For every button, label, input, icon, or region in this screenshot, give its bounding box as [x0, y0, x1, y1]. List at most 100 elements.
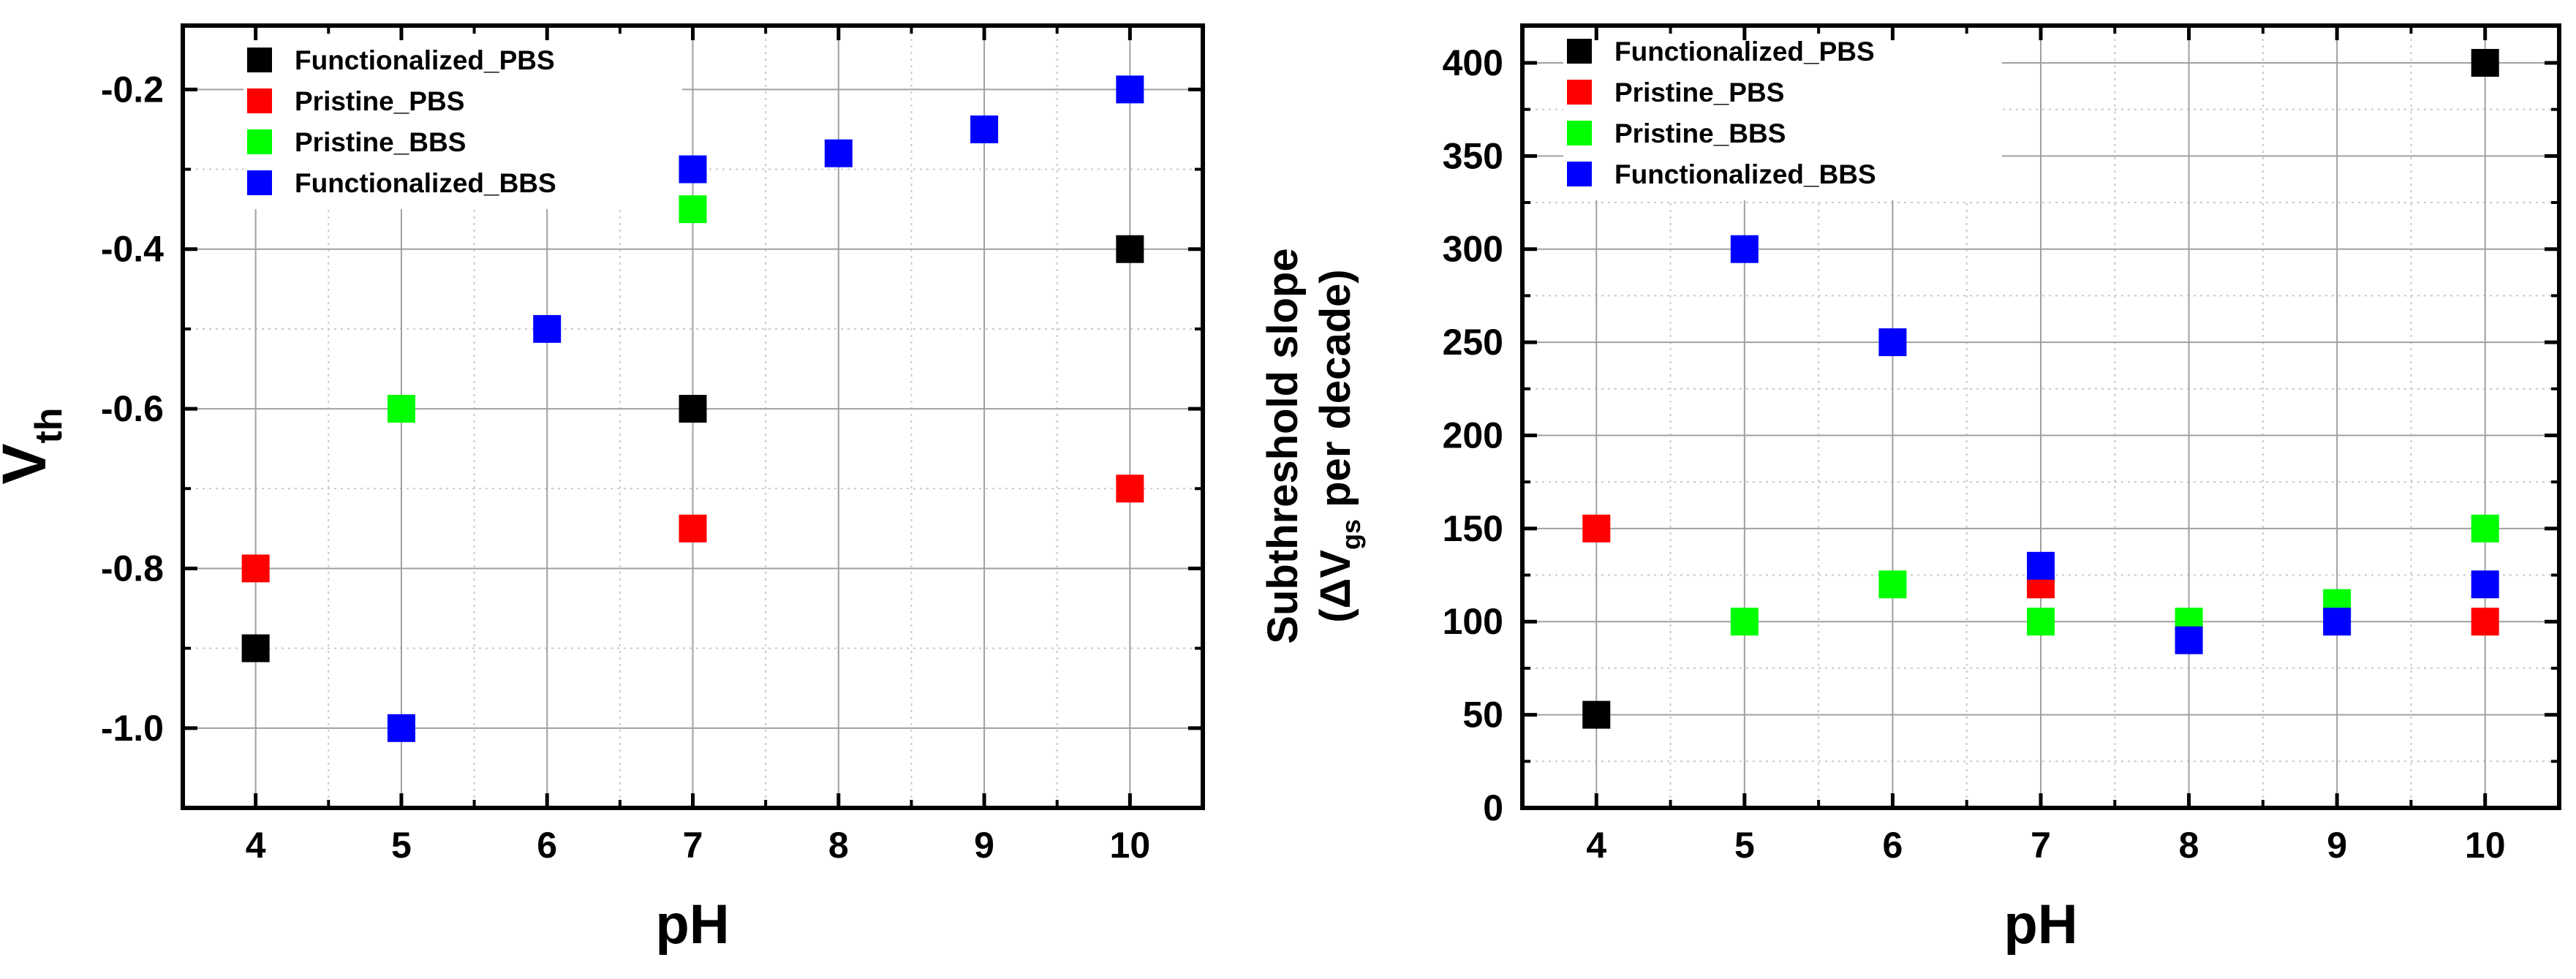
- y-tick-label: -0.8: [101, 548, 164, 589]
- y-axis-label: Vth: [0, 407, 70, 484]
- y-axis-label-line2-suffix: per decade): [1312, 269, 1359, 519]
- y-tick-label: 200: [1443, 415, 1503, 456]
- legend-marker-functionalized-bbs: [1567, 162, 1592, 186]
- data-point-functionalized-bbs: [533, 314, 562, 343]
- data-point-functionalized-bbs: [1116, 75, 1144, 104]
- x-tick-label: 6: [537, 825, 557, 866]
- y-tick-label: 350: [1443, 135, 1503, 176]
- data-point-functionalized-bbs: [2471, 570, 2499, 599]
- x-tick-label: 6: [1883, 825, 1903, 866]
- x-tick-label: 9: [974, 825, 994, 866]
- series-pristine-pbs: [241, 475, 1144, 583]
- legend-label-functionalized-pbs: Functionalized_PBS: [295, 45, 555, 75]
- legend-label-functionalized-bbs: Functionalized_BBS: [1614, 159, 1876, 189]
- data-point-pristine-bbs: [387, 395, 415, 423]
- legend-label-pristine-bbs: Pristine_BBS: [295, 127, 466, 157]
- series-pristine-pbs: [1582, 514, 2499, 636]
- legend-marker-functionalized-bbs: [247, 170, 272, 195]
- y-axis-ticks: 0 50 100 150 200 250 300 350 400: [1443, 42, 2559, 828]
- x-tick-label: 8: [828, 825, 849, 866]
- data-point-pristine-pbs: [1116, 475, 1144, 503]
- x-axis-ticks: 4 5 6 7 8 9 10: [1586, 26, 2506, 866]
- y-tick-label: 400: [1443, 42, 1503, 83]
- x-axis-ticks: 4 5 6 7 8 9 10: [246, 26, 1150, 866]
- legend-label-functionalized-bbs: Functionalized_BBS: [295, 168, 556, 198]
- data-point-functionalized-bbs: [2027, 551, 2055, 580]
- x-tick-label: 10: [1110, 825, 1151, 866]
- y-axis-label-main: V: [0, 444, 58, 485]
- x-tick-label: 7: [683, 825, 703, 866]
- y-tick-label: 250: [1443, 322, 1503, 363]
- data-point-functionalized-bbs: [1730, 235, 1759, 263]
- y-axis-label-subscript: th: [28, 407, 70, 443]
- data-point-functionalized-pbs: [679, 395, 707, 423]
- y-tick-label: -0.4: [101, 229, 164, 270]
- x-tick-label: 4: [1586, 825, 1606, 866]
- legend-label-pristine-pbs: Pristine_PBS: [1614, 78, 1784, 107]
- y-axis-label-line2-prefix: (ΔV: [1312, 550, 1359, 623]
- data-point-pristine-bbs: [679, 195, 707, 224]
- y-tick-label: 300: [1443, 229, 1503, 270]
- data-point-functionalized-bbs: [1878, 328, 1907, 357]
- data-point-pristine-bbs: [1730, 608, 1759, 636]
- data-point-pristine-pbs: [1582, 514, 1611, 543]
- data-point-functionalized-bbs: [970, 115, 999, 143]
- y-axis-label-line1: Subthreshold slope: [1259, 248, 1307, 643]
- data-point-functionalized-pbs: [241, 634, 270, 662]
- series-functionalized-bbs: [1730, 235, 2499, 654]
- legend-marker-pristine-pbs: [247, 88, 272, 113]
- data-point-functionalized-pbs: [1116, 235, 1144, 263]
- legend-label-pristine-bbs: Pristine_BBS: [1614, 118, 1786, 148]
- y-tick-label: 50: [1462, 695, 1503, 736]
- y-tick-label: -0.2: [101, 69, 164, 110]
- y-axis-label: Subthreshold slope (ΔVgs per decade): [1259, 248, 1366, 643]
- data-point-pristine-bbs: [2027, 608, 2055, 636]
- data-point-pristine-pbs: [679, 514, 707, 543]
- legend-label-pristine-pbs: Pristine_PBS: [295, 86, 464, 116]
- x-tick-label: 5: [1734, 825, 1755, 866]
- legend-background: [1563, 26, 2002, 200]
- series-functionalized-bbs: [387, 75, 1144, 742]
- x-tick-label: 4: [246, 825, 266, 866]
- y-axis-label-line2-subscript: gs: [1336, 519, 1366, 550]
- chart-subthreshold-slope-vs-ph: Functionalized_PBS Pristine_PBS Pristine_B…: [1259, 23, 2561, 956]
- legend-marker-pristine-pbs: [1567, 80, 1592, 105]
- x-tick-label: 7: [2031, 825, 2051, 866]
- data-point-functionalized-pbs: [1582, 700, 1611, 729]
- y-tick-label: 100: [1443, 601, 1503, 642]
- y-tick-label: 150: [1443, 508, 1503, 549]
- series-functionalized-pbs: [1582, 48, 2499, 729]
- data-point-functionalized-bbs: [387, 714, 415, 742]
- x-tick-label: 5: [391, 825, 412, 866]
- legend-background: [243, 35, 682, 209]
- x-axis-label: pH: [2003, 893, 2077, 956]
- x-axis-label: pH: [655, 893, 729, 956]
- data-point-pristine-pbs: [2471, 608, 2499, 636]
- data-point-functionalized-bbs: [2323, 608, 2352, 636]
- x-tick-label: 9: [2327, 825, 2347, 866]
- series-pristine-bbs: [387, 195, 707, 423]
- legend: Functionalized_PBS Pristine_PBS Pristine_B…: [243, 35, 682, 209]
- data-point-functionalized-pbs: [2471, 48, 2499, 77]
- legend: Functionalized_PBS Pristine_PBS Pristine_B…: [1563, 26, 2002, 200]
- data-point-functionalized-bbs: [824, 139, 853, 167]
- data-point-functionalized-bbs: [679, 155, 707, 184]
- data-point-pristine-pbs: [241, 554, 270, 583]
- chart-vth-vs-ph: Functionalized_PBS Pristine_PBS Pristine_B…: [0, 23, 1205, 956]
- legend-marker-pristine-bbs: [1567, 121, 1592, 145]
- y-tick-label: -0.6: [101, 388, 164, 429]
- data-point-pristine-bbs: [1878, 570, 1907, 599]
- legend-marker-functionalized-pbs: [247, 48, 272, 72]
- legend-marker-pristine-bbs: [247, 129, 272, 154]
- legend-label-functionalized-pbs: Functionalized_PBS: [1614, 37, 1875, 67]
- series-functionalized-pbs: [241, 235, 1144, 662]
- data-point-functionalized-bbs: [2175, 626, 2203, 654]
- y-axis-label-line2: (ΔVgs per decade): [1312, 269, 1366, 622]
- x-tick-label: 10: [2465, 825, 2506, 866]
- data-point-pristine-bbs: [2471, 514, 2499, 543]
- x-tick-label: 8: [2179, 825, 2199, 866]
- y-tick-label: 0: [1483, 787, 1503, 828]
- y-axis-ticks: -1.0 -0.8 -0.6 -0.4 -0.2: [101, 69, 1203, 749]
- y-tick-label: -1.0: [101, 708, 164, 749]
